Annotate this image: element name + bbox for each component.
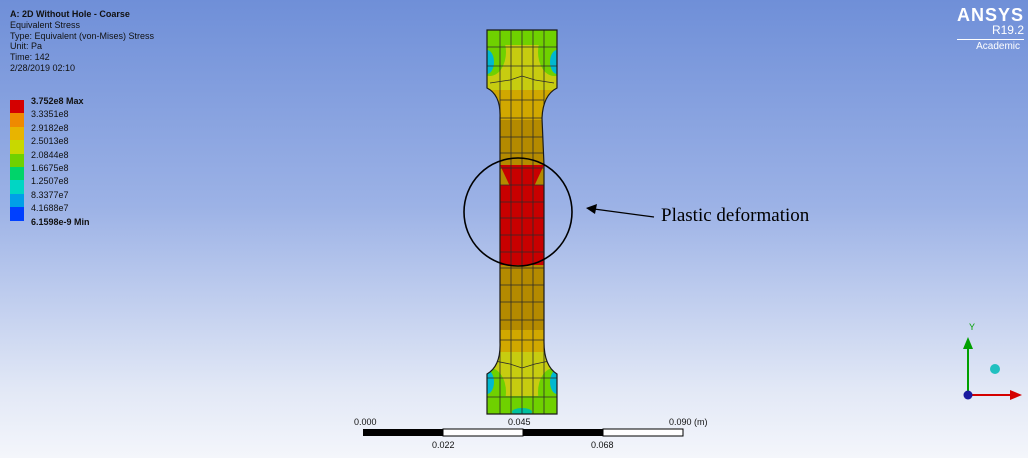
ansys-logo: ANSYS R19.2 Academic xyxy=(956,5,1024,53)
iso-view-ball-icon[interactable] xyxy=(990,364,1000,374)
z-axis-dot-icon xyxy=(963,390,973,400)
legend-swatch xyxy=(10,207,24,221)
y-axis-arrow-icon xyxy=(963,337,973,349)
annotation-label: Plastic deformation xyxy=(661,205,810,226)
legend-label: 1.2507e8 xyxy=(31,176,69,187)
legend-min-label: 6.1598e-9 Min xyxy=(31,216,90,227)
legend-label: 8.3377e7 xyxy=(31,189,69,200)
x-axis-arrow-icon xyxy=(1010,390,1022,400)
legend-swatch xyxy=(10,153,24,167)
brand-edition: Academic xyxy=(956,39,1024,53)
legend-swatch xyxy=(10,140,24,154)
result-info: A: 2D Without Hole - Coarse Equivalent S… xyxy=(10,9,154,74)
legend-swatch xyxy=(10,193,24,208)
legend-swatch xyxy=(10,100,24,114)
legend-swatch xyxy=(10,166,24,181)
result-time: Time: 142 xyxy=(10,52,50,63)
legend-label: 2.5013e8 xyxy=(31,136,69,147)
scale-label-022: 0.022 xyxy=(432,440,455,450)
plastic-zone-circle xyxy=(463,157,573,267)
scale-ruler xyxy=(363,428,684,437)
legend-label: 4.1688e7 xyxy=(31,203,69,214)
brand-name: ANSYS xyxy=(956,5,1024,25)
model-title: A: 2D Without Hole - Coarse xyxy=(10,9,130,19)
scale-label-090: 0.090 (m) xyxy=(669,417,708,427)
legend-label: 2.9182e8 xyxy=(31,122,69,133)
legend-label: 2.0844e8 xyxy=(31,149,69,160)
annotation-arrow-line xyxy=(593,208,655,218)
brand-version: R19.2 xyxy=(991,23,1024,37)
triad-y-label: Y xyxy=(969,322,976,332)
legend-label: 1.6675e8 xyxy=(31,162,69,173)
legend-swatch xyxy=(10,113,24,127)
result-date: 2/28/2019 02:10 xyxy=(10,62,76,73)
result-type: Type: Equivalent (von-Mises) Stress xyxy=(10,30,155,41)
scale-label-045: 0.045 xyxy=(508,417,531,427)
scale-label-0: 0.000 xyxy=(354,417,377,427)
scale-label-068: 0.068 xyxy=(591,440,614,450)
coordinate-triad[interactable] xyxy=(963,337,1022,400)
specimen-outline xyxy=(486,29,558,415)
result-name: Equivalent Stress xyxy=(10,19,81,30)
legend-label: 3.752e8 Max xyxy=(31,96,84,106)
legend-label: 3.3351e8 xyxy=(31,109,69,120)
result-unit: Unit: Pa xyxy=(10,41,43,52)
legend-swatch xyxy=(10,126,24,141)
legend-swatch xyxy=(10,180,24,194)
arrow-head-icon xyxy=(586,204,597,214)
